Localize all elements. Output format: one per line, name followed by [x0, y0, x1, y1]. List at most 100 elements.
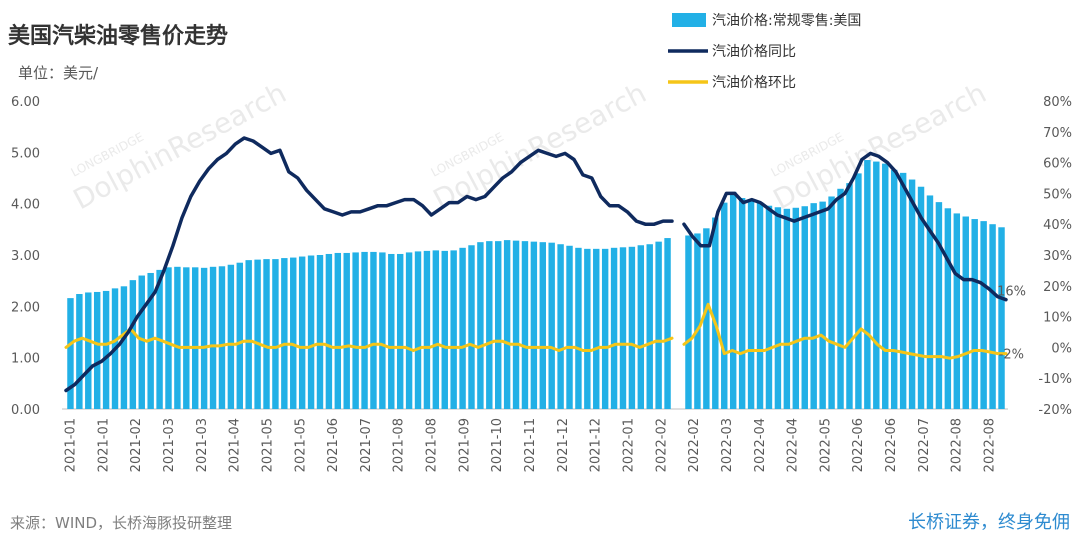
- gasoline-price-bar: [450, 250, 457, 409]
- gasoline-price-bar: [855, 173, 862, 409]
- gasoline-price-bar: [601, 248, 609, 409]
- gasoline-price-bar: [468, 245, 475, 409]
- gasoline-price-bar: [245, 260, 252, 409]
- gasoline-price-bar: [655, 241, 662, 409]
- x-tick-label: 2022-06: [884, 418, 899, 472]
- gasoline-price-bar: [423, 250, 431, 409]
- unit-label: 单位：美元/: [18, 64, 99, 82]
- gasoline-price-bar: [138, 275, 145, 409]
- gasoline-price-bar: [477, 242, 484, 409]
- gasoline-price-bar: [76, 294, 83, 409]
- x-tick-label: 2021-01: [96, 418, 111, 472]
- gasoline-price-bar: [281, 258, 288, 409]
- right-tick-label: 40%: [1043, 218, 1072, 233]
- watermark-main: DolphinResearch: [768, 76, 992, 216]
- gasoline-price-bar: [882, 163, 889, 409]
- gasoline-price-bar: [703, 228, 710, 409]
- gasoline-price-bar: [935, 202, 943, 409]
- x-tick-label: 2022-04: [786, 418, 801, 472]
- gasoline-price-bar: [236, 262, 243, 409]
- gasoline-price-bar: [165, 267, 172, 409]
- gasoline-price-bar: [846, 183, 853, 409]
- gasoline-price-bar: [120, 286, 128, 409]
- gasoline-price-bar: [343, 252, 350, 409]
- gasoline-price-bar: [646, 244, 653, 409]
- gasoline-price-bar: [584, 248, 591, 409]
- gasoline-price-bar: [192, 267, 199, 409]
- gasoline-price-bar: [747, 200, 755, 409]
- mom-line-segment: [64, 327, 674, 352]
- x-tick-label: 2021-02: [129, 418, 144, 472]
- gasoline-price-bar: [227, 264, 235, 409]
- gasoline-price-bar: [637, 245, 645, 409]
- x-tick-label: 2021-03: [162, 418, 177, 472]
- x-tick-label: 2021-01: [64, 418, 79, 472]
- gasoline-price-bar: [200, 267, 208, 409]
- gasoline-price-bar: [548, 242, 555, 409]
- right-tick-label: 30%: [1043, 249, 1072, 264]
- x-tick-label: 2022-03: [720, 418, 735, 472]
- gasoline-price-bar: [459, 247, 466, 409]
- right-tick-label: 0%: [1051, 341, 1072, 356]
- gasoline-price-bar: [388, 253, 395, 409]
- gasoline-price-bar: [129, 280, 137, 409]
- gasoline-price-bar: [792, 207, 800, 409]
- gasoline-price-bar: [593, 248, 600, 409]
- gasoline-price-bar: [183, 267, 190, 409]
- gasoline-price-bar: [628, 246, 636, 409]
- source-note: 来源：WIND，长桥海豚投研整理: [10, 514, 233, 532]
- gasoline-price-bar: [664, 238, 671, 409]
- gasoline-price-bar: [370, 251, 377, 409]
- gasoline-price-bar: [619, 247, 627, 409]
- gasoline-price-bar: [557, 244, 564, 409]
- left-tick-label: 5.00: [11, 146, 40, 161]
- gasoline-price-bar: [102, 290, 110, 409]
- x-tick-label: 2022-05: [818, 418, 833, 472]
- gasoline-price-bar: [810, 203, 817, 409]
- gasoline-price-bar: [926, 195, 934, 409]
- gasoline-price-bar: [864, 160, 871, 409]
- gasoline-price-bar: [530, 241, 538, 409]
- x-tick-label: 2022-07: [917, 418, 932, 472]
- gasoline-price-bar: [953, 213, 961, 409]
- right-tick-label: -10%: [1038, 372, 1072, 387]
- left-tick-label: 1.00: [11, 352, 40, 367]
- x-tick-label: 2021-12: [556, 418, 571, 472]
- gasoline-price-bar: [325, 253, 333, 409]
- x-tick-label: 2021-09: [457, 418, 472, 472]
- legend-label-2: 汽油价格环比: [712, 75, 796, 91]
- gasoline-price-bar: [432, 250, 440, 409]
- x-tick-label: 2022-02: [687, 418, 702, 472]
- gasoline-price-bar: [837, 188, 844, 409]
- gasoline-price-bar: [174, 266, 181, 409]
- gasoline-price-bar: [379, 252, 386, 409]
- gasoline-price-bar: [685, 235, 692, 409]
- gasoline-price-bar: [85, 292, 92, 409]
- gasoline-price-bar: [290, 257, 297, 409]
- gasoline-price-bar: [272, 259, 279, 409]
- gasoline-price-bar: [783, 208, 791, 409]
- gasoline-price-bar: [980, 221, 987, 409]
- gasoline-price-bar: [93, 291, 101, 409]
- gasoline-price-bar: [67, 298, 74, 409]
- gasoline-price-bar: [712, 217, 719, 409]
- chart-title: 美国汽柴油零售价走势: [8, 24, 229, 49]
- gasoline-price-bar: [566, 245, 573, 409]
- legend-label-1: 汽油价格同比: [712, 44, 796, 60]
- watermark-main: DolphinResearch: [428, 76, 652, 216]
- right-tick-label: 70%: [1043, 126, 1072, 141]
- gasoline-price-bar: [765, 205, 773, 409]
- yoy-end-label: 16%: [997, 285, 1026, 300]
- left-tick-label: 2.00: [11, 300, 40, 315]
- right-tick-label: 10%: [1043, 311, 1072, 326]
- right-tick-label: 50%: [1043, 187, 1072, 202]
- left-tick-label: 6.00: [11, 95, 40, 110]
- mom-line-segment: [682, 302, 1008, 360]
- x-tick-label: 2021-07: [359, 418, 374, 472]
- x-tick-label: 2021-04: [228, 418, 243, 472]
- gasoline-price-bar: [298, 256, 306, 409]
- gasoline-price-bar: [209, 266, 217, 409]
- gasoline-price-bar: [521, 241, 529, 409]
